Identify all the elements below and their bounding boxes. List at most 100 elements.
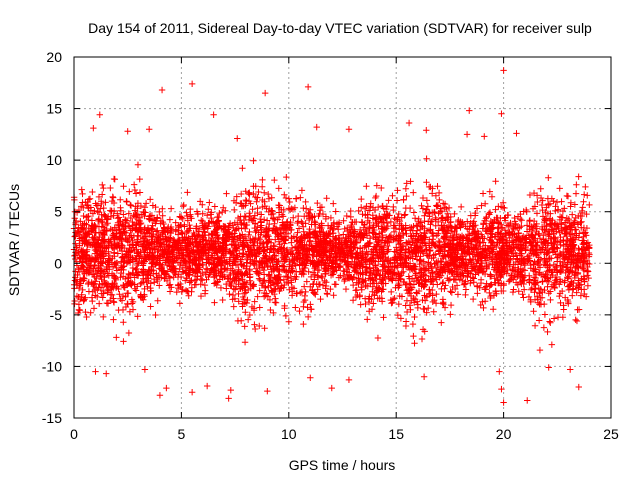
data-point — [402, 318, 410, 325]
data-point — [394, 187, 401, 194]
data-point — [142, 275, 149, 282]
data-point — [94, 202, 102, 209]
data-point — [405, 287, 413, 294]
data-point — [134, 250, 142, 257]
data-point — [239, 285, 246, 292]
data-point — [301, 292, 308, 300]
data-point — [97, 270, 104, 278]
data-point — [349, 251, 356, 258]
data-point — [108, 197, 116, 205]
data-point — [113, 233, 120, 241]
data-point — [576, 282, 583, 289]
data-point — [572, 214, 579, 222]
data-point — [528, 233, 536, 241]
data-point — [300, 303, 307, 310]
data-point — [80, 238, 88, 245]
data-point — [548, 226, 555, 234]
data-point — [488, 193, 496, 200]
data-point — [312, 261, 320, 268]
data-point — [406, 241, 414, 248]
data-point — [278, 282, 285, 290]
data-point — [230, 275, 238, 282]
data-point — [299, 265, 306, 273]
data-point — [546, 215, 554, 222]
data-point — [343, 212, 350, 220]
data-point — [386, 268, 394, 276]
data-point — [419, 296, 426, 304]
data-point — [288, 267, 296, 274]
data-point — [280, 256, 288, 264]
data-point — [139, 243, 146, 250]
data-point — [383, 248, 391, 255]
data-point — [542, 271, 549, 279]
data-point — [462, 278, 469, 285]
data-point — [311, 271, 318, 279]
data-point — [137, 292, 144, 300]
data-point — [537, 185, 544, 192]
data-point — [369, 288, 376, 295]
data-point — [219, 296, 226, 304]
data-point — [553, 198, 561, 206]
data-point — [347, 221, 355, 229]
data-point — [125, 210, 132, 217]
data-point — [474, 290, 481, 297]
data-point — [433, 232, 441, 239]
data-point — [267, 282, 274, 289]
data-point — [269, 227, 276, 234]
data-point — [520, 286, 528, 293]
data-point — [531, 289, 538, 296]
data-point — [246, 267, 253, 275]
data-point — [416, 226, 424, 233]
data-point — [539, 278, 546, 285]
data-point — [349, 281, 357, 289]
data-point — [279, 213, 287, 220]
data-point — [547, 274, 554, 281]
data-point — [100, 184, 107, 192]
data-point — [423, 227, 431, 235]
data-point — [492, 254, 500, 262]
data-point — [569, 211, 576, 218]
data-point — [451, 210, 458, 218]
data-point — [412, 272, 419, 279]
data-point — [187, 259, 195, 266]
data-point — [275, 185, 282, 192]
data-point — [366, 225, 374, 232]
data-point — [290, 214, 297, 221]
data-point — [197, 272, 204, 280]
data-point — [539, 225, 546, 233]
data-point — [328, 263, 336, 270]
data-point — [231, 219, 239, 226]
data-point — [303, 256, 310, 264]
data-point — [258, 264, 266, 272]
data-point — [449, 254, 457, 261]
data-point — [181, 223, 188, 230]
data-point — [256, 276, 264, 284]
data-point — [260, 244, 268, 251]
data-point — [526, 223, 534, 230]
data-point — [433, 202, 440, 209]
data-point — [309, 214, 316, 221]
data-point — [272, 236, 279, 243]
data-point — [173, 255, 180, 263]
data-point — [483, 280, 490, 287]
data-point — [120, 183, 127, 190]
data-point — [264, 246, 271, 253]
data-point — [409, 227, 416, 234]
data-point — [321, 237, 328, 244]
data-point — [304, 313, 312, 321]
data-point — [331, 236, 339, 244]
data-point — [207, 211, 214, 218]
data-point — [546, 318, 553, 325]
data-point — [409, 266, 416, 273]
data-point — [572, 270, 580, 278]
data-point — [321, 277, 328, 285]
data-point — [373, 220, 381, 227]
data-point — [423, 179, 430, 186]
data-point — [557, 299, 564, 307]
data-point — [575, 173, 582, 180]
data-point — [499, 199, 507, 206]
data-point — [564, 275, 572, 282]
data-point — [514, 225, 521, 232]
data-point — [374, 334, 382, 342]
data-point — [441, 304, 449, 311]
